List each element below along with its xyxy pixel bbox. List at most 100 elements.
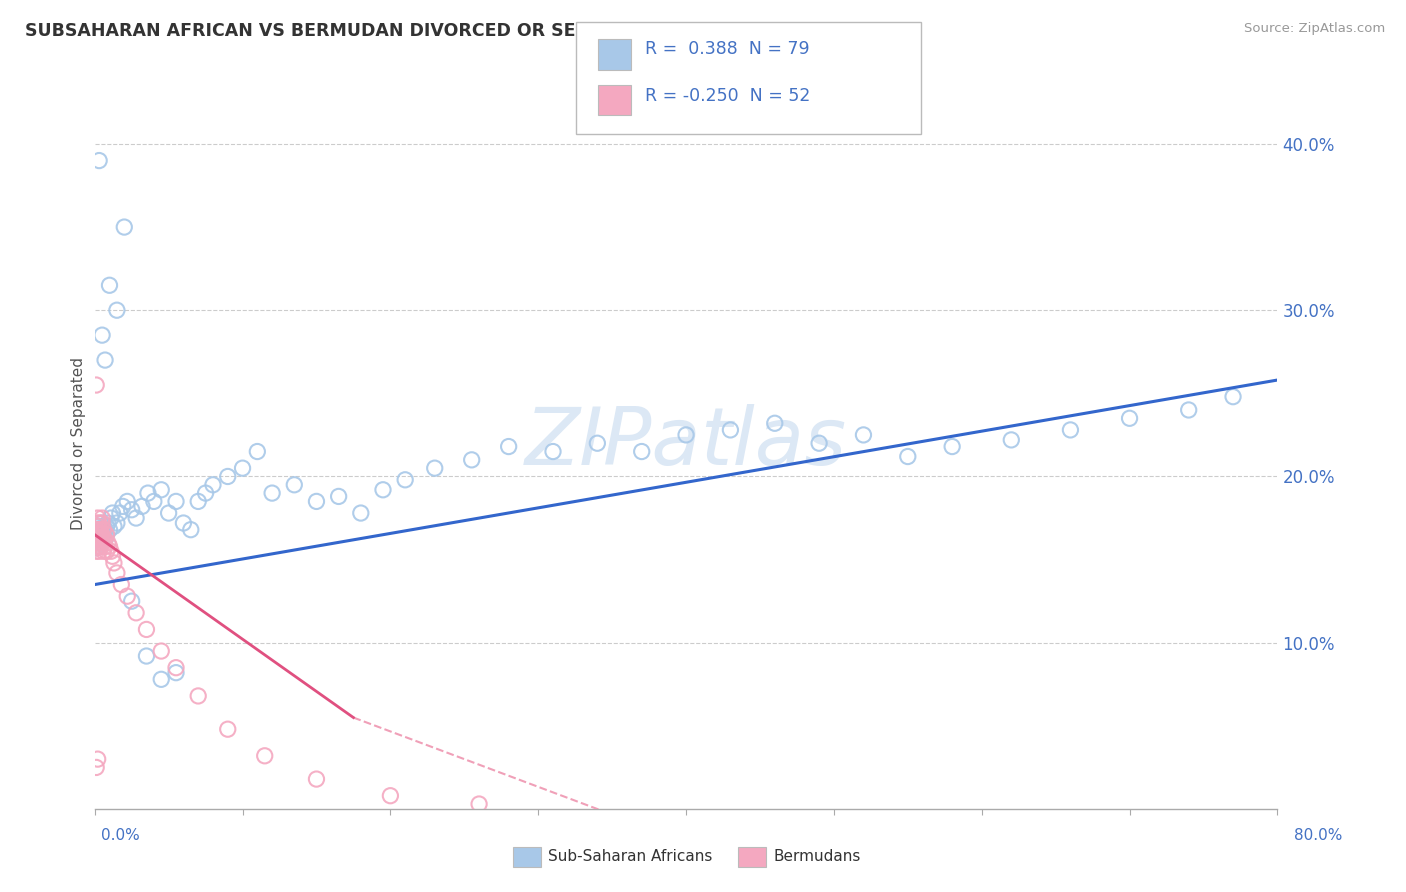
Point: [165, 494, 187, 508]
Point: [86, 519, 108, 533]
Point: [89, 519, 111, 533]
Point: [468, 797, 491, 811]
Point: [94, 353, 117, 368]
Text: Sub-Saharan Africans: Sub-Saharan Africans: [548, 849, 713, 863]
Point: [180, 523, 202, 537]
Text: Source: ZipAtlas.com: Source: ZipAtlas.com: [1244, 22, 1385, 36]
Point: [262, 486, 284, 500]
Point: [371, 483, 394, 497]
Point: [380, 789, 402, 803]
Point: [91, 523, 114, 537]
Point: [172, 516, 194, 530]
Point: [84, 544, 107, 558]
Point: [111, 500, 134, 514]
Point: [1222, 390, 1244, 404]
Point: [630, 444, 652, 458]
Point: [105, 303, 128, 318]
Point: [305, 772, 328, 786]
Point: [941, 440, 963, 454]
Point: [121, 502, 143, 516]
Point: [115, 589, 138, 603]
Point: [187, 689, 209, 703]
Point: [89, 153, 111, 168]
Point: [897, 450, 920, 464]
Point: [103, 556, 125, 570]
Point: [91, 516, 114, 530]
Point: [675, 428, 697, 442]
Point: [90, 539, 112, 553]
Point: [808, 436, 831, 450]
Point: [187, 494, 209, 508]
Point: [100, 544, 122, 558]
Text: SUBSAHARAN AFRICAN VS BERMUDAN DIVORCED OR SEPARATED CORRELATION CHART: SUBSAHARAN AFRICAN VS BERMUDAN DIVORCED …: [25, 22, 879, 40]
Point: [1118, 411, 1140, 425]
Point: [91, 511, 114, 525]
Point: [98, 278, 121, 293]
Point: [89, 516, 111, 530]
Point: [94, 539, 117, 553]
Point: [98, 539, 121, 553]
Point: [246, 444, 269, 458]
Point: [90, 523, 112, 537]
Point: [125, 606, 148, 620]
Point: [86, 527, 108, 541]
Point: [136, 486, 159, 500]
Point: [86, 539, 108, 553]
Point: [1059, 423, 1081, 437]
Point: [93, 527, 115, 541]
Point: [165, 661, 187, 675]
Point: [112, 220, 135, 235]
Text: 80.0%: 80.0%: [1295, 828, 1343, 843]
Point: [94, 533, 117, 547]
Point: [1000, 433, 1022, 447]
Point: [86, 539, 108, 553]
Point: [150, 483, 173, 497]
Point: [101, 549, 124, 564]
Point: [131, 500, 153, 514]
Point: [86, 533, 108, 547]
Point: [108, 506, 131, 520]
Point: [91, 527, 114, 541]
Point: [150, 644, 173, 658]
Point: [201, 477, 224, 491]
Point: [93, 523, 115, 537]
Point: [125, 511, 148, 525]
Point: [283, 477, 305, 491]
Text: ZIPatlas: ZIPatlas: [524, 404, 848, 483]
Point: [93, 544, 115, 558]
Point: [91, 536, 114, 550]
Text: Bermudans: Bermudans: [773, 849, 860, 863]
Point: [90, 536, 112, 550]
Point: [165, 665, 187, 680]
Point: [84, 760, 107, 774]
Point: [105, 566, 128, 580]
Point: [142, 494, 165, 508]
Text: R = -0.250  N = 52: R = -0.250 N = 52: [645, 87, 811, 104]
Point: [718, 423, 741, 437]
Text: 0.0%: 0.0%: [101, 828, 141, 843]
Point: [89, 523, 111, 537]
Point: [84, 531, 107, 545]
Point: [135, 623, 157, 637]
Point: [217, 469, 239, 483]
Point: [86, 516, 108, 530]
Point: [96, 527, 118, 541]
Point: [150, 673, 173, 687]
Point: [101, 506, 124, 520]
Y-axis label: Divorced or Separated: Divorced or Separated: [72, 357, 86, 530]
Point: [93, 533, 115, 547]
Point: [98, 523, 121, 537]
Point: [86, 752, 108, 766]
Point: [84, 531, 107, 545]
Point: [86, 511, 108, 525]
Point: [96, 527, 118, 541]
Point: [498, 440, 520, 454]
Point: [115, 494, 138, 508]
Point: [91, 516, 114, 530]
Point: [305, 494, 328, 508]
Point: [89, 527, 111, 541]
Point: [423, 461, 446, 475]
Text: R =  0.388  N = 79: R = 0.388 N = 79: [645, 40, 810, 58]
Point: [97, 536, 120, 550]
Point: [586, 436, 609, 450]
